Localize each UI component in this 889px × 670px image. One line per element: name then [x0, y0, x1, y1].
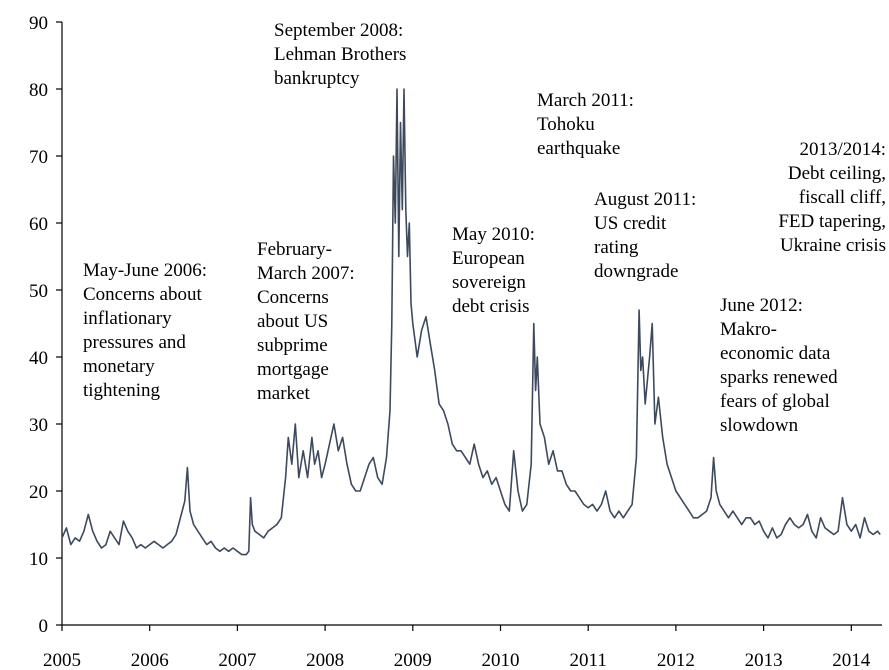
annotation-line: Concerns about [83, 284, 202, 305]
x-tick-label: 2008 [306, 650, 344, 670]
x-tick-label: 2009 [394, 650, 432, 670]
annotation-line: March 2007: [257, 263, 355, 284]
annotation-line: Makro- [720, 319, 777, 340]
annotation-line: market [257, 383, 310, 404]
y-tick-label: 10 [29, 549, 48, 570]
annotation-line: earthquake [537, 138, 620, 159]
annotation-line: US credit [594, 213, 667, 234]
annotation-line: May-June 2006: [83, 260, 207, 281]
annotation-line: August 2011: [594, 189, 696, 210]
x-tick-label: 2007 [218, 650, 256, 670]
annotation-block: March 2011: Tohoku earthquake [537, 90, 634, 159]
y-tick-label: 80 [29, 80, 48, 101]
annotation-line: June 2012: [720, 295, 803, 316]
x-tick-label: 2012 [657, 650, 695, 670]
annotation-block: September 2008: Lehman Brothers bankruptcy [274, 20, 406, 89]
y-tick-label: 90 [29, 13, 48, 34]
x-tick-label: 2006 [131, 650, 169, 670]
annotation-line: subprime [257, 335, 328, 356]
annotation-line: slowdown [720, 415, 799, 436]
annotation-line: economic data [720, 343, 831, 364]
series-line [61, 88, 881, 556]
annotations: May-June 2006: Concerns about inflationary… [83, 20, 886, 436]
annotation-block: June 2012: Makro-economic data sparks rene… [720, 295, 838, 436]
annotation-block: May-June 2006: Concerns about inflationary… [83, 260, 207, 401]
x-tick-label: 2013 [745, 650, 783, 670]
y-tick-label: 50 [29, 281, 48, 302]
annotation-line: European [452, 248, 525, 269]
annotation-line: inflationary [83, 308, 172, 329]
annotation-line: sovereign [452, 272, 526, 293]
annotation-line: pressures and [83, 332, 186, 353]
annotation-line: March 2011: [537, 90, 634, 111]
axes: 0 10 20 30 40 50 60 70 80 90 2005 2006 2007 2008 2009 2… [29, 13, 882, 670]
annotation-block: August 2011: US credit rating downgrade [594, 189, 696, 282]
y-tick-label: 30 [29, 415, 48, 436]
annotation-line: rating [594, 237, 639, 258]
y-tick-label: 60 [29, 214, 48, 235]
x-tick-label: 2005 [43, 650, 81, 670]
annotation-line: fiscall cliff, [799, 187, 886, 208]
annotation-line: debt crisis [452, 296, 530, 317]
x-tick-label: 2014 [832, 650, 871, 670]
annotation-line: about US [257, 311, 328, 332]
annotation-line: Tohoku [537, 114, 595, 135]
y-tick-label: 20 [29, 482, 48, 503]
y-tick-label: 70 [29, 147, 48, 168]
annotation-line: mortgage [257, 359, 329, 380]
annotation-line: Lehman Brothers [274, 44, 406, 65]
annotation-line: sparks renewed [720, 367, 838, 388]
y-tick-label: 40 [29, 348, 48, 369]
annotation-block: 2013/2014: Debt ceiling, fiscall cliff, FED… [778, 139, 886, 256]
annotation-line: Ukraine crisis [780, 235, 886, 256]
series-layer [61, 88, 881, 556]
annotation-line: February- [257, 239, 332, 260]
annotation-line: FED tapering, [778, 211, 886, 232]
x-tick-label: 2011 [570, 650, 607, 670]
annotation-line: fears of global [720, 391, 830, 412]
annotation-block: May 2010: European sovereign debt crisis [452, 224, 535, 317]
y-tick-label: 0 [39, 616, 49, 637]
annotation-line: bankruptcy [274, 68, 360, 89]
annotation-block: February- March 2007: Concerns about US subp… [257, 239, 355, 404]
annotation-line: tightening [83, 380, 161, 401]
x-tick-label: 2010 [482, 650, 520, 670]
annotation-line: downgrade [594, 261, 678, 282]
annotation-line: September 2008: [274, 20, 403, 41]
annotation-line: monetary [83, 356, 155, 377]
annotation-line: Concerns [257, 287, 329, 308]
annotation-line: Debt ceiling, [788, 163, 886, 184]
annotation-line: 2013/2014: [799, 139, 886, 160]
annotation-line: May 2010: [452, 224, 535, 245]
